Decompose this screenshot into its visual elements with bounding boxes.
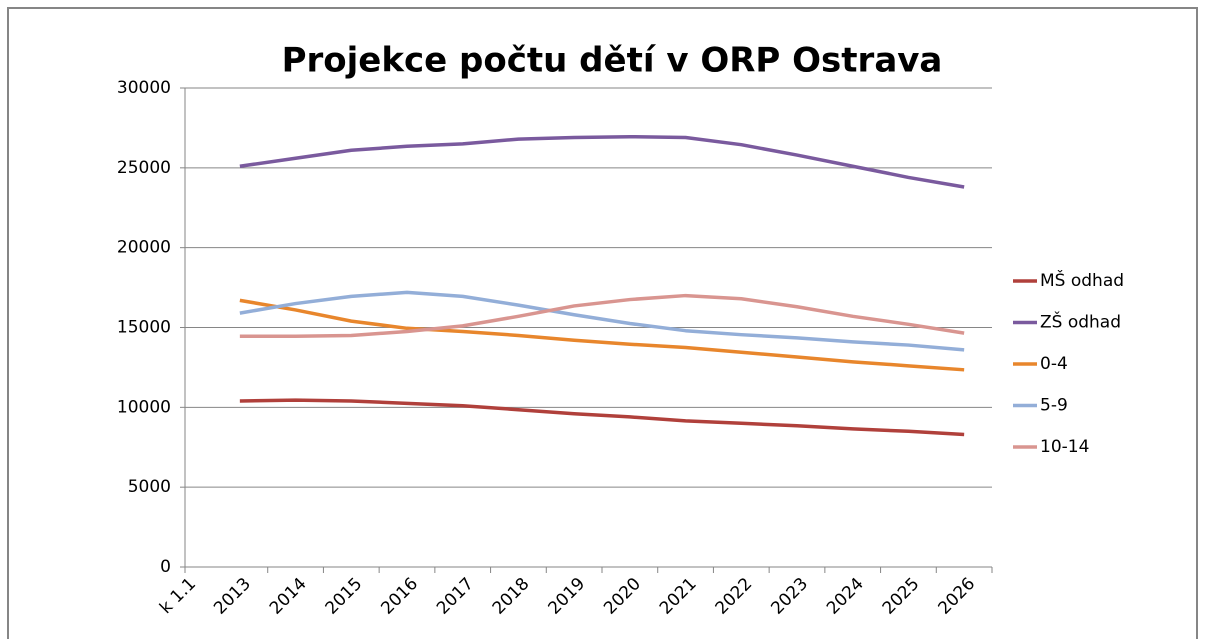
y-tick-label: 5000 [128, 477, 171, 497]
chart-frame [7, 7, 1198, 639]
y-tick-label: 10000 [117, 397, 171, 417]
legend-label: 0-4 [1040, 354, 1068, 374]
y-tick-label: 15000 [117, 318, 171, 338]
series-line [239, 398, 965, 437]
legend-label: MŠ odhad [1040, 269, 1124, 291]
y-tick-label: 0 [160, 557, 171, 577]
series-line [239, 293, 965, 339]
legend-label: ZŠ odhad [1040, 311, 1121, 333]
legend-label: 5-9 [1040, 396, 1068, 416]
legend-label: 10-14 [1040, 437, 1089, 457]
y-tick-label: 25000 [117, 158, 171, 178]
chart-title: Projekce počtu dětí v ORP Ostrava [282, 41, 943, 81]
series-line [239, 134, 965, 189]
y-tick-label: 30000 [117, 78, 171, 98]
y-tick-label: 20000 [117, 238, 171, 258]
series-line [239, 298, 965, 372]
series-line [239, 290, 965, 352]
